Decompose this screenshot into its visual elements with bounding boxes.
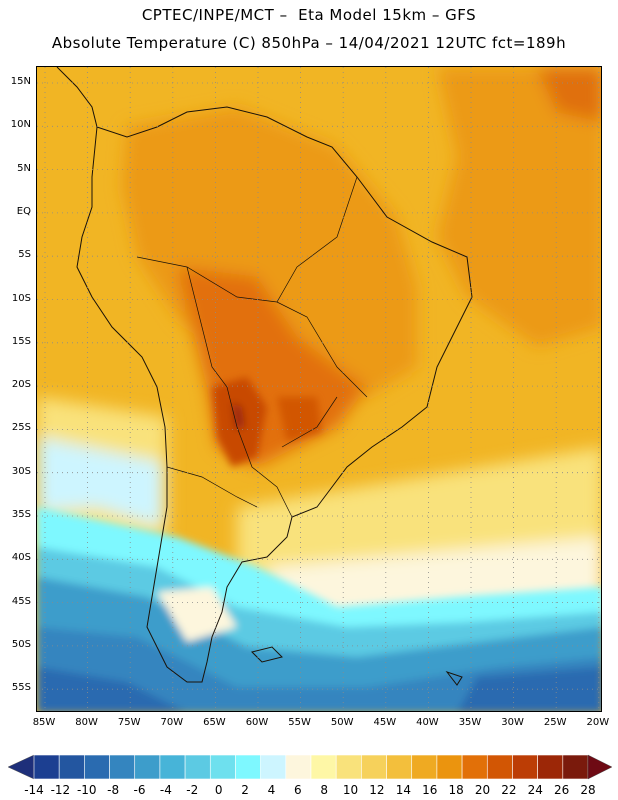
lon-label: 70W: [160, 717, 184, 728]
colorbar-label: 18: [448, 783, 464, 797]
field-neg10-se: [458, 667, 601, 711]
border-line-2: [186, 266, 293, 518]
lon-label: 65W: [203, 717, 226, 728]
lat-label: 40S: [11, 552, 31, 564]
colorbar-label: 6: [293, 783, 302, 797]
colorbar-label: -8: [107, 783, 120, 797]
lon-label: 80W: [75, 717, 98, 728]
lon-label: 60W: [245, 717, 269, 728]
colorbar-label: 22: [501, 783, 517, 797]
border-line-3: [166, 466, 258, 508]
lat-label: 20S: [11, 379, 31, 391]
colorbar-label: -10: [76, 783, 97, 797]
colorbar-swatch: [285, 754, 312, 780]
colorbar-swatch: [33, 754, 60, 780]
colorbar-label: -6: [133, 783, 146, 797]
lon-label: 25W: [543, 717, 567, 728]
lon-label: 85W: [32, 717, 56, 728]
colorbar-swatch: [537, 754, 564, 780]
lat-label: 35S: [11, 509, 31, 520]
colorbar-label: 16: [422, 783, 438, 797]
lon-label: 35W: [458, 717, 482, 728]
lat-label: 55S: [11, 682, 31, 694]
central-america-coastline: [56, 67, 98, 128]
colorbar-label: -2: [186, 783, 199, 797]
lon-label: 50W: [330, 717, 354, 728]
lon-label: 20W: [586, 717, 610, 728]
colorbar-swatch: [184, 754, 211, 780]
colorbar-label: -4: [159, 783, 172, 797]
field-6-8-patagonia: [157, 587, 237, 642]
border-line-5: [281, 396, 338, 448]
field-18-20-ne: [437, 67, 601, 347]
colorbar-swatch: [486, 754, 513, 780]
colorbar-swatch: [461, 754, 488, 780]
colorbar-label: 26: [553, 783, 570, 797]
lat-label: 10S: [11, 292, 31, 304]
colorbar-swatch: [134, 754, 161, 780]
colorbar-label: 12: [369, 783, 385, 797]
lat-label: 15S: [11, 335, 31, 347]
colorbar-label: 24: [527, 783, 543, 797]
south-georgia-outline: [445, 671, 463, 686]
field-neg8-neg6-south: [37, 627, 601, 711]
field-4-6-west: [37, 437, 162, 527]
colorbar-swatch: [84, 754, 110, 780]
temperature-field-svg: [37, 67, 601, 711]
colorbar-label: 20: [474, 783, 491, 797]
field-24-26-core: [232, 402, 245, 429]
colorbar-swatch: [310, 754, 337, 780]
colorbar-label: -14: [24, 783, 44, 797]
chart-title-line-1: CPTEC/INPE/MCT – Eta Model 15km – GFS: [141, 6, 477, 24]
lon-label: 40W: [416, 717, 439, 728]
colorbar-right-arrow: [587, 754, 613, 780]
lat-label: 15N: [10, 76, 31, 87]
field-20-22-ne: [537, 67, 601, 122]
lat-label: 30S: [11, 465, 31, 477]
border-line-4: [276, 176, 358, 303]
lon-label: 75W: [117, 717, 141, 728]
lat-label: 10N: [10, 119, 31, 131]
colorbar-label: -12: [50, 783, 71, 797]
colorbar-swatch: [436, 754, 463, 780]
lon-label: 55W: [288, 717, 311, 728]
colorbar-label: 4: [267, 783, 276, 797]
lat-label: 5S: [18, 249, 31, 261]
colorbar-label: 2: [241, 783, 249, 797]
chart-title-line-2: Absolute Temperature (C) 850hPa – 14/04/…: [51, 34, 567, 52]
colorbar-label: 10: [342, 783, 359, 797]
lon-label: 45W: [373, 717, 397, 728]
colorbar-swatch: [386, 754, 413, 780]
colorbar-swatch: [109, 754, 136, 780]
colorbar-swatch: [411, 754, 438, 780]
colorbar-label: 8: [320, 783, 328, 797]
lat-label: 45S: [11, 595, 31, 607]
field-neg10-sw: [37, 667, 184, 711]
colorbar-swatch: [159, 754, 186, 780]
colorbar-swatch: [562, 754, 589, 780]
colorbar-swatch: [361, 754, 387, 780]
lon-label: 30W: [501, 717, 524, 728]
lat-label: 50S: [11, 638, 31, 650]
colorbar-swatch: [58, 754, 85, 780]
lat-label: 5N: [17, 162, 31, 174]
falklands-outline: [251, 646, 283, 663]
country-borders: [136, 176, 368, 518]
temperature-map: [36, 66, 602, 712]
colorbar-swatch: [235, 754, 261, 780]
colorbar-swatch: [335, 754, 362, 780]
colorbar-label: 14: [395, 783, 411, 797]
lat-label: EQ: [16, 205, 31, 217]
colorbar-swatch: [512, 754, 538, 780]
colorbar-left-arrow: [7, 754, 35, 780]
colorbar-swatch: [209, 754, 236, 780]
colorbar-swatch: [260, 754, 287, 780]
colorbar-label: 28: [580, 783, 596, 797]
lat-label: 25S: [11, 422, 31, 434]
colorbar: [7, 754, 613, 780]
colorbar-label: 0: [214, 783, 223, 797]
